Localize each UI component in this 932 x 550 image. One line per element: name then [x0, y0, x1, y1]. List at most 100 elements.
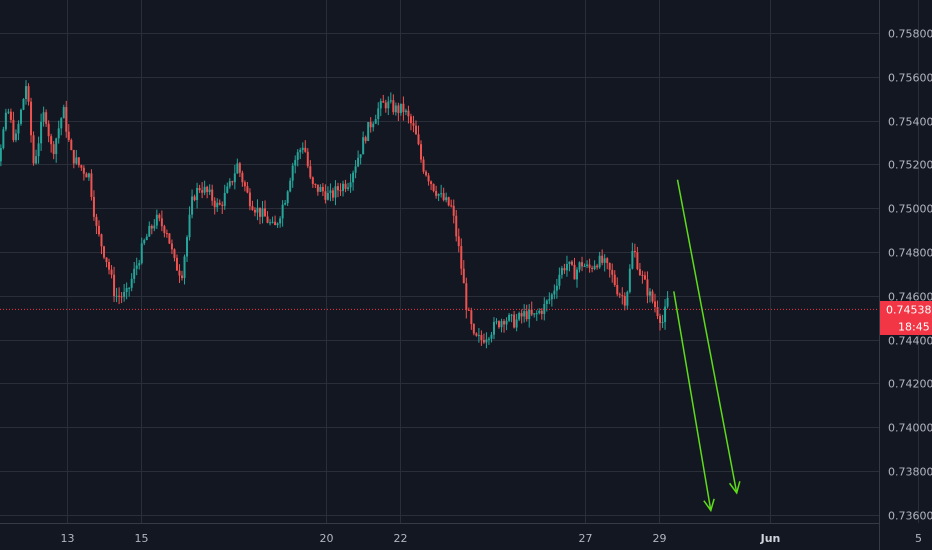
- x-tick-label: 13: [61, 532, 75, 545]
- candle-bull: [379, 101, 382, 109]
- candle-bull: [399, 103, 402, 113]
- candle-bear: [430, 181, 433, 185]
- candle-bull: [548, 299, 551, 301]
- candle-bear: [525, 311, 528, 320]
- candle-bear: [606, 258, 609, 263]
- candle-bull: [208, 189, 211, 193]
- candle-bull: [55, 138, 58, 155]
- candle-bear: [150, 225, 153, 229]
- candle-bull: [75, 157, 78, 164]
- candle-bear: [266, 216, 269, 223]
- candle-bear: [467, 309, 470, 311]
- candle-bear: [246, 186, 249, 193]
- candle-bull: [138, 263, 141, 266]
- candle-bear: [77, 157, 80, 166]
- candle-bear: [513, 314, 516, 328]
- candle-bear: [248, 192, 251, 207]
- candle-bear: [12, 119, 15, 141]
- candle-bull: [7, 111, 10, 113]
- forecast-arrow-line[interactable]: [673, 291, 712, 511]
- candle-bull: [2, 129, 5, 149]
- candle-bull: [17, 123, 20, 134]
- candle-bear: [198, 187, 201, 191]
- candle-bear: [563, 268, 566, 271]
- candle-bull: [533, 313, 536, 315]
- candle-bear: [573, 264, 576, 280]
- candle-bull: [628, 268, 631, 292]
- candle-bull: [666, 297, 669, 307]
- candle-bull: [518, 313, 521, 320]
- candle-bear: [241, 172, 244, 183]
- candle-bear: [304, 147, 307, 152]
- candle-bull: [560, 268, 563, 275]
- candle-bear: [201, 190, 204, 193]
- candle-bear: [324, 191, 327, 200]
- candle-bear: [520, 313, 523, 317]
- candle-bull: [440, 193, 443, 195]
- candle-bull: [128, 287, 131, 289]
- y-tick-label: 0.75400: [888, 116, 932, 129]
- candle-bear: [170, 243, 173, 250]
- candle-bear: [432, 184, 435, 191]
- candle-bear: [397, 105, 400, 113]
- x-tick-label: 5: [915, 532, 922, 545]
- candle-bear: [402, 103, 405, 113]
- candle-bear: [72, 149, 75, 164]
- candle-bull: [367, 122, 370, 141]
- candle-bear: [113, 274, 116, 297]
- candle-bear: [611, 269, 614, 275]
- candle-bear: [218, 202, 221, 205]
- candle-bull: [394, 105, 397, 113]
- candle-bear: [52, 144, 55, 155]
- candle-bull: [281, 204, 284, 219]
- candle-bull: [42, 112, 45, 122]
- candle-bear: [306, 151, 309, 167]
- candle-bull: [578, 262, 581, 270]
- candle-bear: [30, 101, 33, 136]
- candle-bull: [261, 208, 264, 217]
- price-axis[interactable]: 0.75800 0.75600 0.75400 0.75200 0.75000 0.748…: [888, 28, 932, 523]
- time-axis[interactable]: 131520222729Jun51012: [61, 532, 932, 545]
- candle-bear: [364, 137, 367, 141]
- candle-bull: [143, 240, 146, 244]
- y-tick-label: 0.75600: [888, 72, 932, 85]
- candle-bear: [646, 279, 649, 296]
- y-tick-label: 0.74000: [888, 422, 932, 435]
- candle-bear: [264, 208, 267, 217]
- candle-bull: [593, 265, 596, 269]
- candle-bull: [555, 285, 558, 291]
- candle-bear: [178, 270, 181, 276]
- candle-bear: [427, 175, 430, 182]
- candle-bear: [339, 190, 342, 192]
- candle-bull: [233, 173, 236, 183]
- candle-bear: [498, 321, 501, 328]
- candle-bear: [103, 246, 105, 258]
- candle-bear: [168, 233, 171, 244]
- candle-bear: [50, 136, 53, 145]
- candle-bear: [231, 181, 234, 183]
- candle-bear: [596, 265, 599, 268]
- candle-bull: [500, 321, 503, 328]
- candle-bull: [565, 264, 568, 271]
- candle-bull: [223, 192, 226, 206]
- candle-bull: [22, 99, 25, 110]
- x-tick-label: 22: [394, 532, 408, 545]
- candle-bull: [186, 237, 189, 257]
- candle-bull: [291, 165, 294, 181]
- candle-bear: [110, 269, 113, 275]
- forecast-arrow-line[interactable]: [676, 179, 738, 494]
- candle-bull: [586, 264, 589, 267]
- candle-bear: [369, 122, 372, 128]
- forecast-arrows: [673, 179, 741, 513]
- candle-bull: [145, 236, 148, 241]
- candle-bear: [382, 101, 385, 103]
- candle-bull: [661, 322, 664, 324]
- candle-bear: [472, 324, 475, 334]
- candle-bear: [70, 139, 73, 150]
- candle-bull: [40, 121, 43, 144]
- candle-bull: [284, 203, 287, 205]
- candle-bull: [568, 261, 571, 265]
